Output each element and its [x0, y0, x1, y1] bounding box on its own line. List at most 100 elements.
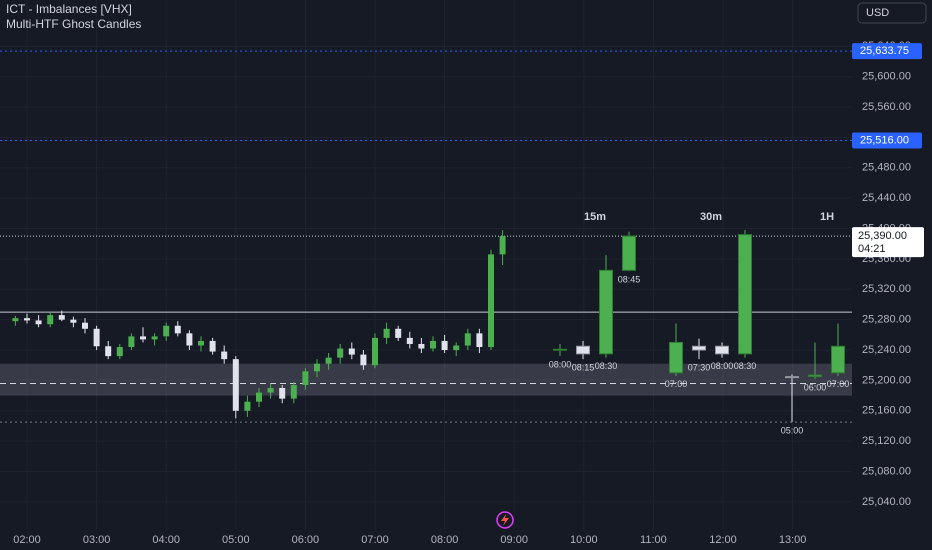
candle-body [430, 340, 436, 349]
y-tick-label: 25,160.00 [862, 405, 911, 417]
x-tick-label: 12:00 [709, 534, 737, 546]
candle-body [785, 376, 799, 379]
candle-body [360, 354, 367, 366]
indicator-title: ICT - Imbalances [VHX] [6, 2, 132, 16]
candle-body [82, 322, 88, 329]
candle-body [464, 333, 471, 346]
time-axis-bg [0, 530, 852, 550]
x-tick-label: 09:00 [500, 534, 528, 546]
ghost-time-label: 08:00 [549, 359, 572, 369]
candle-body [325, 357, 332, 364]
level-label-bg [852, 132, 922, 149]
candle-body [302, 371, 309, 385]
candle-body [174, 325, 181, 334]
x-tick-label: 13:00 [779, 534, 807, 546]
y-tick-label: 25,080.00 [862, 465, 911, 477]
candle-body [221, 351, 228, 360]
candle-body [232, 359, 239, 411]
x-tick-label: 03:00 [83, 534, 111, 546]
candle-body [808, 374, 822, 378]
candle-body [441, 340, 448, 351]
ghost-time-label: 07:30 [688, 363, 711, 373]
candle-body [58, 315, 65, 320]
ghost-time-label: 08:30 [595, 361, 618, 371]
candle-body [209, 340, 216, 352]
range-band [0, 363, 852, 396]
candle-body [116, 347, 123, 357]
candle-body [337, 348, 344, 358]
x-tick-label: 06:00 [292, 534, 320, 546]
candle-body [348, 348, 355, 355]
candle-body [553, 348, 567, 351]
candle-body [314, 363, 320, 372]
candle-body [105, 346, 112, 357]
ghost-time-label: 08:30 [734, 361, 757, 371]
candle-body [669, 341, 683, 374]
ghost-group-title: 1H [820, 211, 834, 223]
candle-body [93, 328, 100, 347]
x-tick-label: 11:00 [640, 534, 667, 546]
candle-body [47, 315, 54, 325]
ghost-group-title: 15m [584, 211, 606, 223]
y-tick-label: 25,480.00 [862, 162, 911, 174]
countdown-label: 04:21 [858, 243, 886, 255]
candle-body [715, 345, 729, 355]
replay-icon[interactable] [496, 511, 514, 529]
candle-body [186, 333, 193, 346]
last-price-bg [852, 227, 924, 258]
ghost-time-label: 08:00 [711, 361, 734, 371]
candle-body [395, 328, 402, 338]
candle-body [35, 320, 42, 325]
candle-body [24, 318, 30, 321]
last-price-label: 25,390.00 [858, 230, 907, 242]
x-tick-label: 08:00 [431, 534, 459, 546]
y-tick-label: 25,200.00 [862, 374, 911, 386]
candle-body [576, 345, 590, 355]
currency-label: USD [866, 7, 889, 19]
ghost-time-label: 07:00 [827, 379, 850, 389]
level-label: 25,633.75 [860, 45, 909, 57]
candle-body [418, 343, 425, 349]
y-tick-label: 25,280.00 [862, 314, 911, 326]
ghost-time-label: 05:00 [781, 426, 804, 436]
candle-body [383, 328, 390, 338]
y-tick-label: 25,040.00 [862, 496, 911, 508]
candle-body [267, 388, 274, 393]
candle-body [406, 337, 413, 344]
candle-body [488, 254, 494, 348]
ghost-time-label: 07:00 [665, 379, 688, 389]
candle-body [738, 234, 752, 355]
x-tick-label: 02:00 [13, 534, 41, 546]
candle-body [151, 336, 158, 340]
candle-body [140, 336, 146, 340]
currency-button[interactable] [857, 2, 927, 24]
y-tick-label: 25,120.00 [862, 435, 911, 447]
candle-body [499, 236, 506, 255]
candle-body [128, 336, 135, 348]
y-tick-label: 25,240.00 [862, 344, 911, 356]
candle-body [163, 325, 170, 337]
y-tick-label: 25,560.00 [862, 101, 911, 113]
indicator-subtitle: Multi-HTF Ghost Candles [6, 17, 141, 31]
candle-body [279, 388, 286, 399]
candle-body [692, 345, 706, 351]
x-tick-label: 05:00 [222, 534, 250, 546]
candle-body [622, 235, 636, 271]
ghost-time-label: 08:15 [572, 363, 595, 373]
candle-body [290, 384, 297, 399]
y-tick-label: 25,600.00 [862, 71, 911, 83]
candle-body [12, 318, 19, 322]
grid [0, 0, 852, 530]
x-tick-label: 07:00 [361, 534, 389, 546]
level-label: 25,516.00 [860, 134, 909, 146]
y-tick-label: 25,320.00 [862, 283, 911, 295]
candle-body [198, 340, 204, 346]
axes: 25,040.00 25,080.00 25,120.00 25,160.00 25,2… [13, 40, 924, 546]
x-tick-label: 10:00 [570, 534, 598, 546]
y-tick-label: 25,440.00 [862, 192, 911, 204]
price-axis-bg [852, 0, 932, 550]
